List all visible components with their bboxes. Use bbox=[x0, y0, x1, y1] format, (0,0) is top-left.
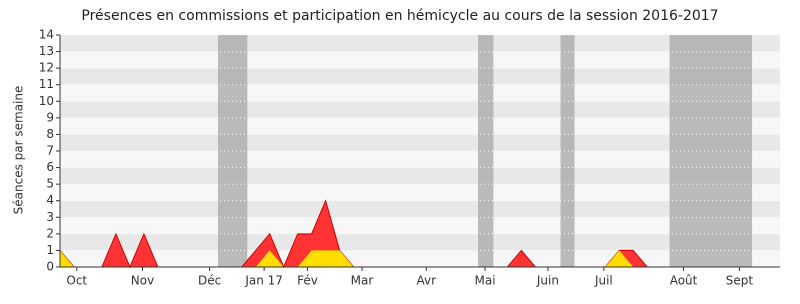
y-tick-label: 9 bbox=[46, 110, 54, 124]
y-tick-label: 1 bbox=[46, 243, 54, 257]
y-tick-label: 0 bbox=[46, 260, 54, 274]
x-tick-label: Nov bbox=[131, 274, 154, 288]
y-tick-label: 4 bbox=[46, 193, 54, 207]
y-tick-label: 8 bbox=[46, 127, 54, 141]
x-tick-label: Août bbox=[670, 274, 698, 288]
y-tick-label: 2 bbox=[46, 226, 54, 240]
y-tick-label: 12 bbox=[39, 61, 54, 75]
y-tick-label: 13 bbox=[39, 44, 54, 58]
y-tick-label: 6 bbox=[46, 160, 54, 174]
x-tick-label: Juil bbox=[594, 274, 613, 288]
vacation-band bbox=[669, 35, 753, 267]
x-tick-label: Mai bbox=[474, 274, 495, 288]
x-tick-label: Jan 17 bbox=[244, 274, 283, 288]
x-tick-label: Oct bbox=[66, 274, 87, 288]
chart-title: Présences en commissions et participatio… bbox=[81, 8, 718, 24]
y-tick-label: 5 bbox=[46, 177, 54, 191]
x-tick-label: Sept bbox=[726, 274, 754, 288]
x-tick-label: Fév bbox=[297, 274, 318, 288]
x-tick-label: Juin bbox=[536, 274, 559, 288]
x-tick-label: Mar bbox=[351, 274, 374, 288]
y-tick-label: 3 bbox=[46, 210, 54, 224]
y-tick-label: 7 bbox=[46, 144, 54, 158]
y-tick-label: 11 bbox=[39, 77, 54, 91]
vacation-band bbox=[478, 35, 494, 267]
y-axis-label: Séances par semaine bbox=[12, 86, 26, 215]
y-tick-label: 10 bbox=[39, 94, 54, 108]
vacation-band bbox=[560, 35, 575, 267]
y-tick-label: 14 bbox=[39, 28, 54, 42]
x-tick-label: Avr bbox=[417, 274, 437, 288]
x-tick-label: Déc bbox=[198, 274, 221, 288]
